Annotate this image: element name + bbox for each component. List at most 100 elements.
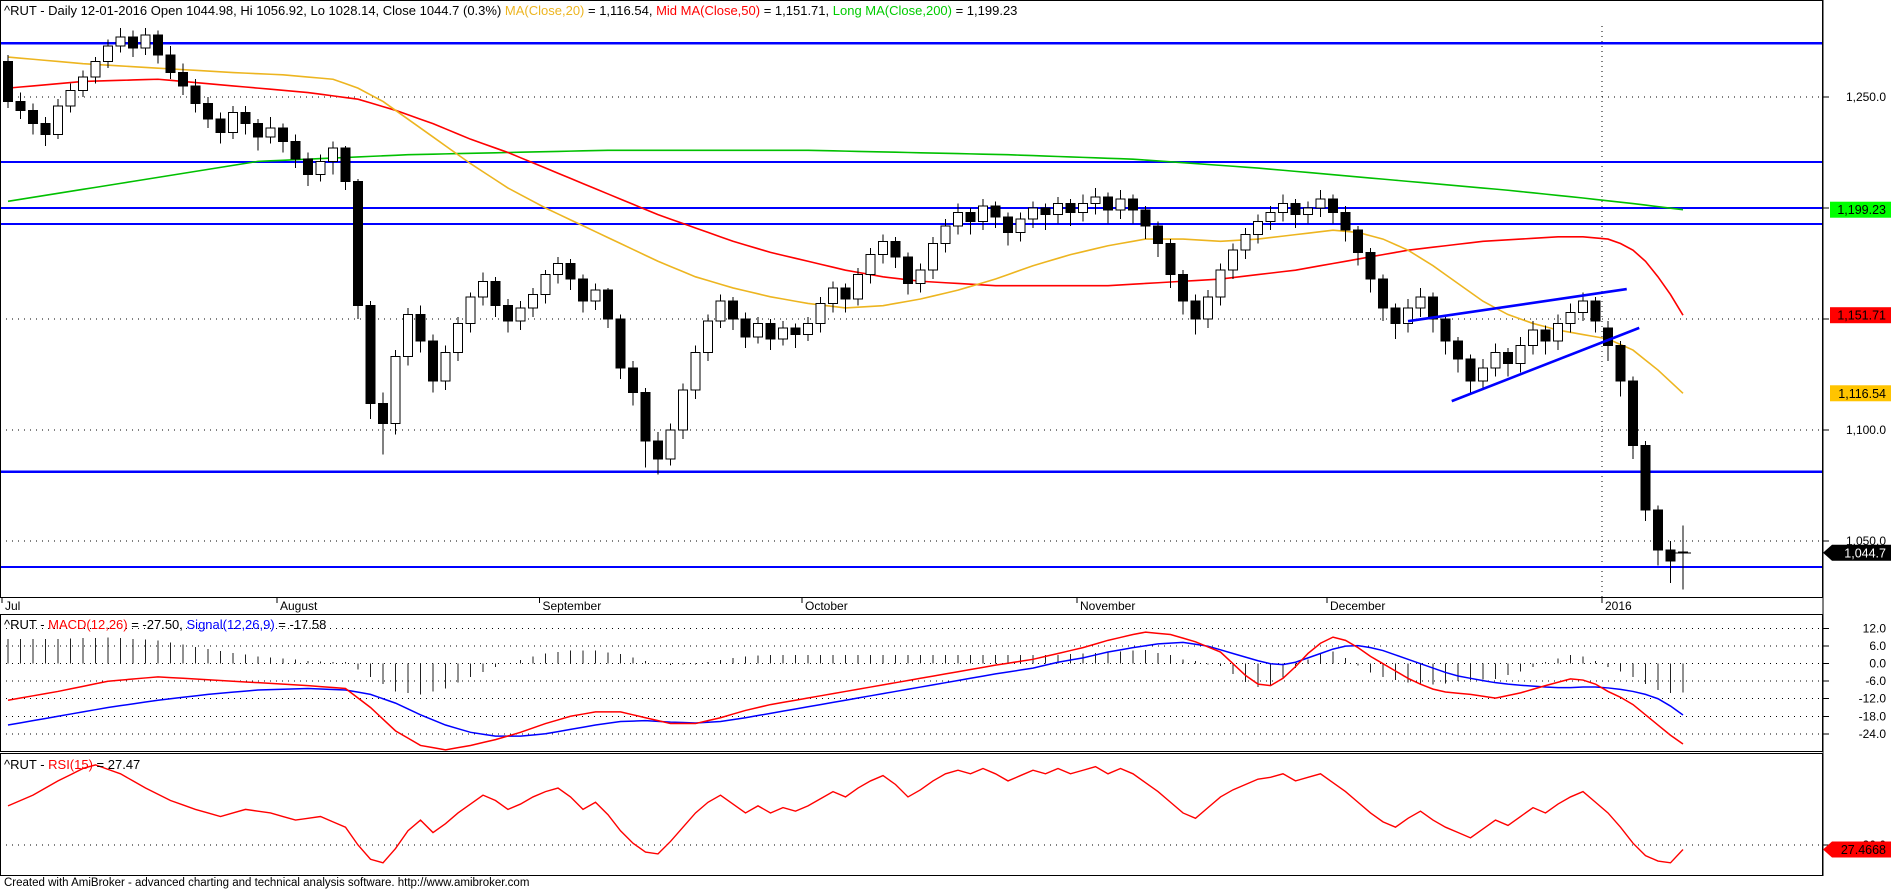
rsi-pane[interactable] [0,764,1823,864]
month-label: November [1080,599,1135,613]
price-axis[interactable]: 1,250.0 1,100.0 1,050.0 12.0 6.0 0.0 -6.0 -12.0… [1823,90,1891,858]
candlestick [1303,201,1313,224]
candlestick [1215,263,1226,306]
macd-pane[interactable] [0,628,1823,751]
candlestick [1390,303,1401,339]
candlestick [603,287,613,328]
candlestick [3,54,13,109]
month-label: December [1330,599,1385,613]
month-label: August [280,599,318,613]
candlestick [715,294,726,328]
scale-label: -24.0 [1859,727,1887,741]
candlestick [790,323,801,348]
macd-line [7,631,1684,751]
candlestick [828,281,838,313]
candlestick [753,316,763,344]
candlestick [140,28,151,55]
candlestick [215,112,226,144]
candlestick [128,30,138,58]
candlestick [1503,347,1513,377]
scale-label: 1,050.0 [1846,534,1886,548]
candlestick [840,283,851,313]
candlestick [78,70,88,97]
ma50-line [7,78,1684,316]
trendline[interactable] [1407,287,1627,323]
candlestick [703,314,713,362]
candlestick [628,361,638,406]
candlestick [428,334,438,393]
candlestick [1053,196,1063,224]
candlestick [1290,199,1301,228]
title-segment: = 1,151.71, [760,3,833,18]
candlestick [1403,299,1413,333]
title-segment: MACD(12,26) [48,617,128,632]
candlestick [1378,274,1388,322]
candlestick [1453,336,1463,373]
svg-text:1,151.71: 1,151.71 [1837,309,1886,323]
candlestick [928,236,938,280]
candlestick [440,345,451,391]
candlestick [1153,221,1163,257]
candlestick [878,234,888,264]
candlestick [353,179,363,319]
candlestick [15,92,26,120]
value-tag: 1,199.23 [1830,201,1891,218]
candlestick [865,247,876,284]
candlestick [303,152,313,186]
candlestick [690,345,701,399]
candlestick [1528,321,1538,355]
candlestick [1540,325,1551,355]
candlestick [265,116,276,144]
candlestick [940,219,951,253]
candlestick [1415,287,1426,317]
title-segment: = -27.50, [127,617,187,632]
title-segment: = 27.47 [92,757,141,772]
candlestick [1228,243,1238,280]
candlestick [528,287,538,317]
candlestick [678,383,688,439]
candlestick [1278,194,1288,222]
candlestick [1615,341,1626,397]
title-segment: RSI(15) [48,757,93,772]
candlestick [978,199,988,231]
candlestick [778,321,788,346]
candlestick [653,432,663,475]
candlestick [1628,376,1638,459]
candlestick [115,28,126,53]
candlestick [1665,541,1676,584]
pane-borders [0,0,1824,876]
candlestick [253,119,263,151]
svg-text:27.4668: 27.4668 [1841,843,1886,857]
candlestick [915,263,926,293]
candlestick [328,141,338,175]
candlestick [1190,294,1201,335]
candlestick [640,387,651,468]
title-segment: = -17.58 [274,617,327,632]
candlestick [340,145,351,191]
candlestick [1140,205,1151,240]
candlestick [1128,194,1138,224]
candlestick [178,63,188,95]
candlestick [490,276,501,317]
time-axis[interactable]: Jul August September October November Decembe… [0,598,1823,614]
title-segment: MA(Close,20) [504,3,585,18]
candlestick [1078,194,1088,222]
candlestick [578,274,588,313]
candlestick [465,292,476,333]
price-pane-title: ^RUT - Daily 12-01-2016 Open 1044.98, Hi… [4,3,1017,18]
svg-text:1,116.54: 1,116.54 [1838,387,1886,401]
scale-label: -18.0 [1859,709,1887,723]
candlestick [390,350,401,435]
price-pane[interactable] [0,26,1823,597]
candlestick [228,105,238,140]
candlestick [190,79,201,113]
month-label: 2016 [1605,599,1632,613]
svg-text:1,044.7: 1,044.7 [1844,546,1886,560]
title-segment: ^RUT - [4,617,49,632]
trendline[interactable] [1451,326,1640,403]
candlestick [1440,314,1451,355]
candlestick [803,316,813,342]
candlestick [615,314,626,379]
